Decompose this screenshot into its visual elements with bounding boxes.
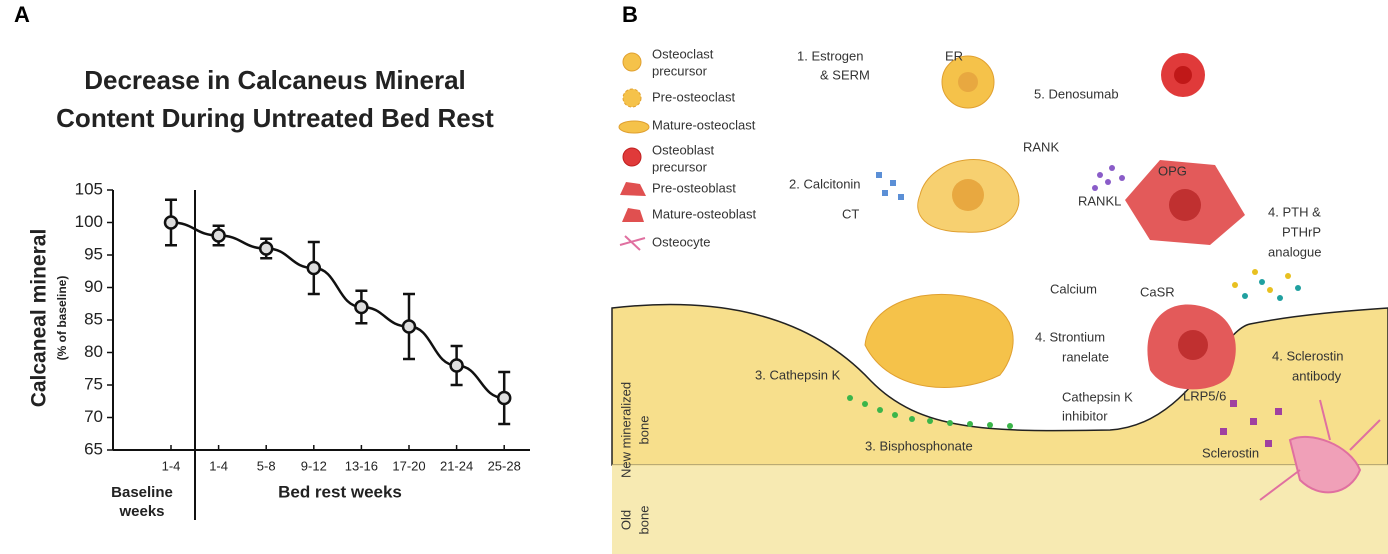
icon — [619, 235, 646, 251]
icon — [622, 88, 642, 108]
label: ER — [945, 48, 963, 63]
sclerostin — [1220, 400, 1282, 447]
legend-label: Osteoblast — [652, 142, 715, 157]
legend-label: Mature-osteoclast — [652, 117, 756, 132]
marker — [496, 390, 512, 406]
y-tick-label: 90 — [84, 277, 103, 296]
chart-title: Content During Untreated Bed Rest — [56, 103, 494, 133]
y-tick-label: 65 — [84, 439, 103, 458]
y-tick-label: 95 — [84, 244, 103, 263]
osteocyte — [1259, 399, 1381, 501]
label: PTHrP — [1282, 224, 1321, 239]
x-tick-label: 13-16 — [345, 458, 378, 473]
new-bone — [611, 303, 1388, 466]
label: 4. Strontium — [1035, 329, 1105, 344]
osteoclast — [864, 293, 1014, 388]
y-tick-label: 100 — [75, 212, 103, 231]
label: 3. Cathepsin K — [755, 367, 841, 382]
x-tick-label: 5-8 — [257, 458, 276, 473]
calcitonin — [876, 172, 904, 200]
x-tick-label: 9-12 — [301, 458, 327, 473]
x-group-label: weeks — [118, 503, 164, 520]
marker — [306, 260, 322, 276]
region-label: bone — [636, 416, 651, 445]
legend-label: Mature-osteoblast — [652, 206, 756, 221]
x-tick-label: 1-4 — [209, 458, 228, 473]
label: RANK — [1023, 139, 1059, 154]
label: analogue — [1268, 244, 1322, 259]
nucleus — [1178, 330, 1208, 360]
marker — [449, 358, 464, 373]
label: 1. Estrogen — [797, 48, 864, 63]
nucleus — [1174, 66, 1192, 84]
chart-title: Decrease in Calcaneus Mineral — [84, 65, 466, 95]
region-label: bone — [636, 506, 651, 535]
label: Sclerostin — [1202, 445, 1259, 460]
marker — [258, 241, 274, 256]
y-tick-label: 75 — [84, 374, 103, 393]
diagram: Osteoclast precursor Pre-osteoclast Matu… — [611, 46, 1388, 554]
label: RANKL — [1078, 193, 1121, 208]
x-group-label: Bed rest weeks — [278, 482, 402, 501]
y-tick-label: 105 — [75, 179, 103, 198]
icon — [622, 52, 642, 72]
label: OPG — [1158, 163, 1187, 178]
label: 2. Calcitonin — [789, 176, 861, 191]
label: ranelate — [1062, 349, 1109, 364]
icon — [618, 120, 650, 134]
rankl — [1092, 165, 1125, 191]
icon — [622, 208, 644, 222]
marker — [354, 299, 369, 315]
region-label: Old — [618, 510, 633, 530]
x-tick-label: 1-4 — [162, 458, 181, 473]
label: Calcium — [1050, 281, 1097, 296]
panel-label: B — [622, 2, 638, 27]
y-tick-label: 85 — [84, 309, 103, 328]
y-tick-label: 70 — [84, 407, 103, 426]
label: & SERM — [820, 67, 870, 82]
nucleus — [952, 179, 984, 211]
y-tick-label: 80 — [84, 342, 103, 361]
label: Cathepsin K — [1062, 389, 1133, 404]
label: CT — [842, 206, 859, 221]
x-group-label: Baseline — [111, 484, 173, 501]
legend-label: Pre-osteoblast — [652, 180, 736, 195]
label: 4. PTH & — [1268, 204, 1321, 219]
x-tick-label: 25-28 — [488, 458, 521, 473]
nucleus — [1169, 189, 1201, 221]
x-tick-label: 17-20 — [392, 458, 425, 473]
y-axis-label: Calcaneal mineral — [28, 229, 51, 408]
legend-label: precursor — [652, 159, 708, 174]
marker — [401, 319, 417, 334]
pthrp — [1242, 279, 1301, 301]
legend-label: precursor — [652, 63, 708, 78]
label: inhibitor — [1062, 408, 1108, 423]
legend-label: Pre-osteoclast — [652, 89, 735, 104]
pth — [1232, 269, 1291, 293]
legend-label: Osteocyte — [652, 234, 711, 249]
icon — [620, 182, 646, 196]
y-axis-label: (% of baseline) — [55, 276, 69, 361]
label: antibody — [1292, 368, 1342, 383]
nucleus — [958, 72, 978, 92]
label: CaSR — [1140, 284, 1175, 299]
marker — [163, 215, 179, 230]
legend-label: Osteoclast — [652, 46, 714, 61]
old-bone — [612, 465, 1388, 554]
bisphosphonate — [847, 395, 1013, 429]
marker — [211, 228, 226, 243]
panel-label: A — [14, 2, 30, 27]
label: 3. Bisphosphonate — [865, 438, 973, 453]
label: LRP5/6 — [1183, 388, 1226, 403]
label: 4. Sclerostin — [1272, 348, 1344, 363]
x-tick-label: 21-24 — [440, 458, 473, 473]
label: 5. Denosumab — [1034, 86, 1119, 101]
icon — [622, 147, 642, 167]
region-label: New mineralized — [618, 382, 633, 478]
